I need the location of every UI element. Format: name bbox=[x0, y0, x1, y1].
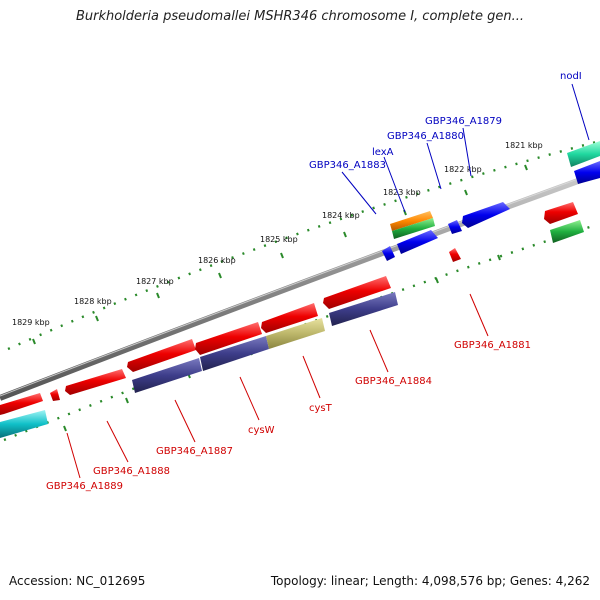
gene-arrow-GBP346_A1888[interactable] bbox=[65, 369, 126, 395]
gene-label-lexA[interactable]: lexA bbox=[372, 147, 394, 158]
gene-label-GBP346_A1883[interactable]: GBP346_A1883 bbox=[309, 160, 386, 171]
gene-label-nodI[interactable]: nodI bbox=[560, 71, 582, 82]
cds-cysT bbox=[266, 318, 325, 349]
cds-right-green bbox=[550, 220, 584, 243]
cds-GBP346_A1884 bbox=[329, 292, 398, 326]
kbp-label: 1829 kbp bbox=[12, 318, 50, 327]
gene-label-cysT[interactable]: cysT bbox=[309, 403, 333, 414]
gene-label-GBP346_A1887[interactable]: GBP346_A1887 bbox=[156, 446, 233, 457]
gene-label-GBP346_A1884[interactable]: GBP346_A1884 bbox=[355, 376, 432, 387]
kbp-label: 1821 kbp bbox=[505, 141, 543, 150]
lower-ruler-dots bbox=[3, 223, 597, 442]
cds-GBP346_A1889 bbox=[0, 410, 48, 438]
gene-arrow-right-red[interactable] bbox=[544, 202, 578, 224]
gene-arrow-GBP346_A1879[interactable] bbox=[462, 202, 510, 228]
gene-arrow-GBP346_A1880[interactable] bbox=[448, 220, 462, 234]
cds-lexA-orange bbox=[390, 211, 433, 231]
label-leaders-red bbox=[66, 293, 489, 479]
gene-arrow-GBP346_A1881[interactable] bbox=[449, 248, 461, 262]
gene-arrow-GBP346_A1884[interactable] bbox=[323, 276, 391, 309]
gene-label-GBP346_A1879[interactable]: GBP346_A1879 bbox=[425, 116, 502, 127]
cds-cysW bbox=[200, 336, 269, 371]
gene-arrow-nodI[interactable] bbox=[574, 161, 600, 184]
gene-arrow-GBP346_A1887[interactable] bbox=[127, 339, 196, 372]
cds-GBP346_A1887 bbox=[132, 358, 202, 393]
gene-arrow-GBP346_A1889[interactable] bbox=[0, 393, 43, 415]
kbp-label: 1826 kbp bbox=[198, 256, 236, 265]
kbp-label: 1823 kbp bbox=[383, 188, 421, 197]
gene-label-GBP346_A1889[interactable]: GBP346_A1889 bbox=[46, 481, 123, 492]
gene-label-cysW[interactable]: cysW bbox=[248, 425, 275, 436]
genome-summary-text: Topology: linear; Length: 4,098,576 bp; … bbox=[270, 574, 590, 588]
label-leaders-blue bbox=[341, 83, 590, 215]
kbp-label: 1825 kbp bbox=[260, 235, 298, 244]
gene-arrow-GBP346_A1883[interactable] bbox=[382, 246, 395, 261]
gene-label-GBP346_A1880[interactable]: GBP346_A1880 bbox=[387, 131, 464, 142]
cds-nodI-teal bbox=[567, 141, 600, 167]
kbp-label: 1824 kbp bbox=[322, 211, 360, 220]
cds-lexA-green bbox=[392, 218, 435, 239]
map-title: Burkholderia pseudomallei MSHR346 chromo… bbox=[75, 9, 525, 24]
gene-arrow-cysT[interactable] bbox=[261, 303, 318, 333]
gene-arrow-lexA[interactable] bbox=[397, 230, 438, 254]
gene-label-GBP346_A1881[interactable]: GBP346_A1881 bbox=[454, 340, 531, 351]
kbp-label: 1828 kbp bbox=[74, 297, 112, 306]
gene-arrow-small-red[interactable] bbox=[50, 389, 60, 401]
kbp-label: 1822 kbp bbox=[444, 165, 482, 174]
gene-arrow-cysW[interactable] bbox=[195, 322, 262, 355]
accession-text: Accession: NC_012695 bbox=[9, 574, 146, 588]
upper-ruler-major-ticks bbox=[32, 164, 528, 345]
chromosome-backbone bbox=[0, 170, 600, 401]
kbp-label: 1827 kbp bbox=[136, 277, 174, 286]
gene-label-GBP346_A1888[interactable]: GBP346_A1888 bbox=[93, 466, 170, 477]
